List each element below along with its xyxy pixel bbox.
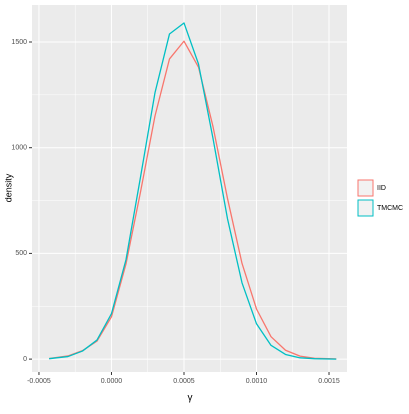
legend-label: TMCMC (377, 205, 403, 212)
y-tick-label: 1500 (11, 39, 27, 46)
legend-key (357, 199, 374, 217)
x-tick-label: 0.0000 (101, 378, 123, 385)
y-axis-title: density (3, 173, 13, 202)
density-line (49, 40, 337, 360)
y-tick-label: 500 (15, 250, 27, 257)
legend-key (357, 179, 374, 197)
y-tick-label: 1000 (11, 145, 27, 152)
y-tick-label: 0 (23, 356, 27, 363)
x-tick-label: 0.0015 (318, 378, 340, 385)
x-tick-label: -0.0005 (27, 378, 51, 385)
legend-label: IID (377, 185, 386, 192)
x-axis-title: γ (188, 393, 193, 404)
x-tick-label: 0.0005 (173, 378, 195, 385)
density-line (49, 22, 337, 360)
panel (32, 5, 347, 372)
x-tick-label: 0.0010 (246, 378, 268, 385)
